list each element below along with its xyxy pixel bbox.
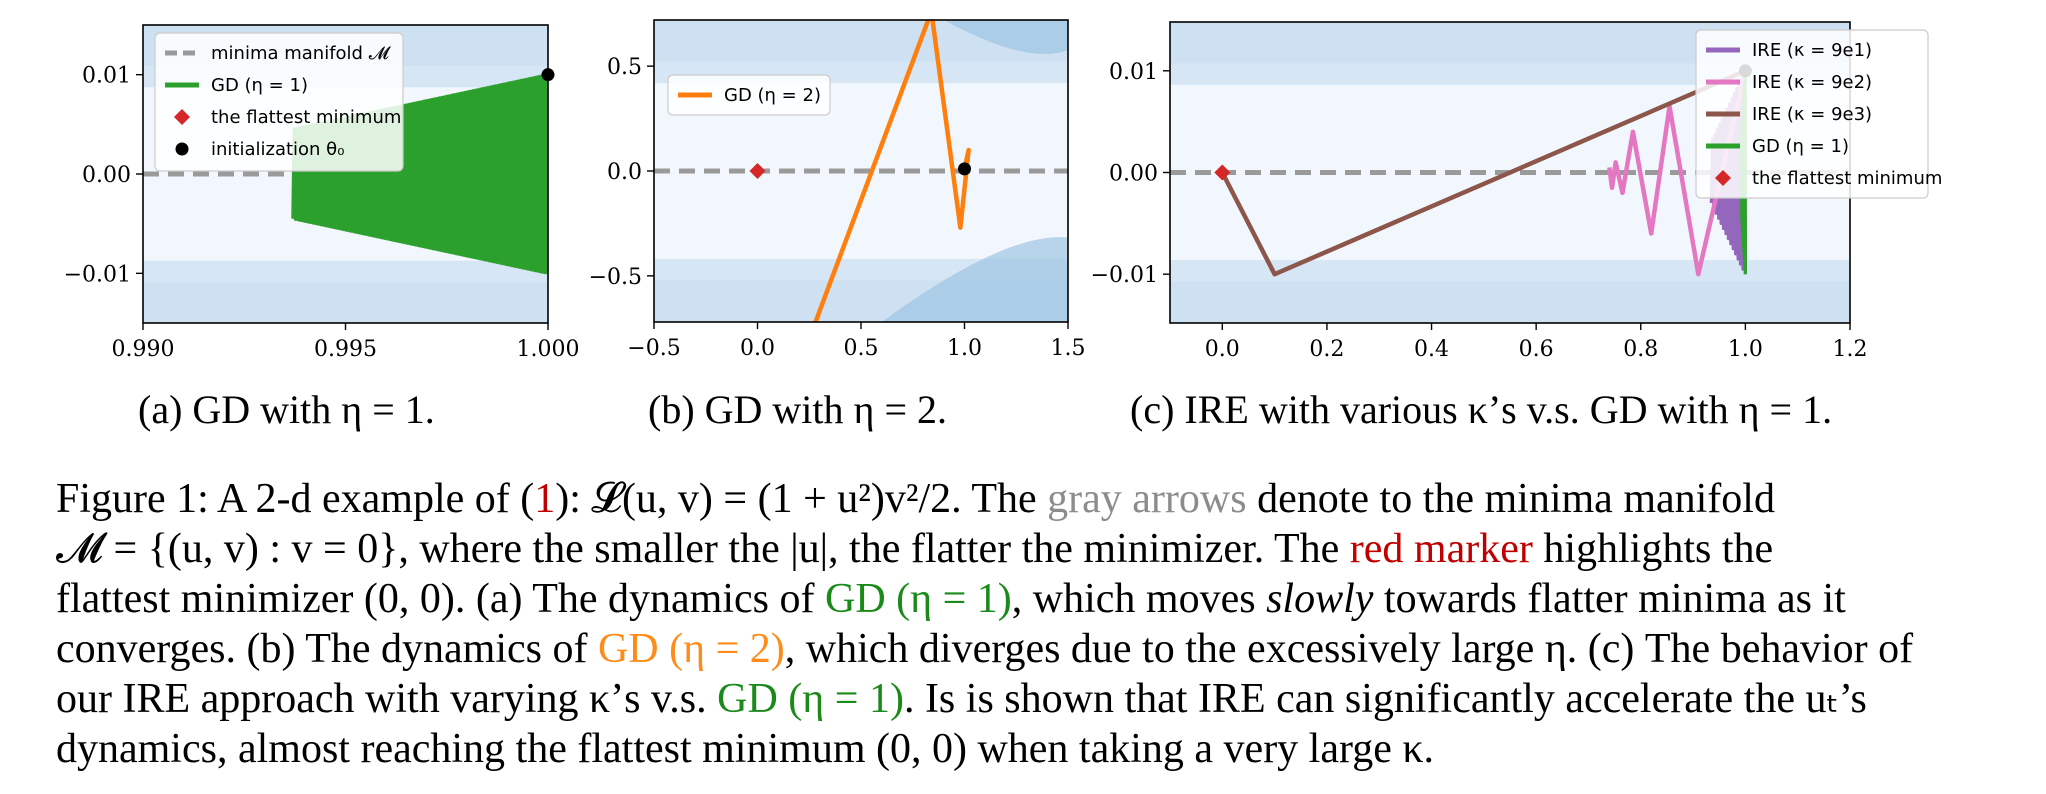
legend-label: GD (η = 1) [1752,136,1849,157]
equation-ref-link[interactable]: 1 [534,476,556,522]
series-line [1220,68,1747,277]
caption-text: ): 𝓛(u, v) = (1 + u²)v²/2. The [555,476,1048,522]
x-tick-label: 1.0 [947,336,982,361]
y-tick-label: −0.01 [1091,263,1158,288]
legend-label: IRE (κ = 9e1) [1752,40,1872,61]
caption-text: . Is is shown that IRE can significantly… [903,676,1867,722]
x-tick-label: 0.5 [844,336,879,361]
x-tick-label: 0.0 [740,336,775,361]
flattest-minimum-marker [1214,164,1231,181]
x-tick-label: 0.995 [314,337,377,362]
legend-b: GD (η = 2) [667,74,831,116]
caption-text: towards flatter minima as it [1373,576,1846,622]
x-tick-label: 0.6 [1519,337,1554,362]
gd-eta1-text: GD (η = 1) [717,676,904,722]
caption-line-3: flattest minimizer (0, 0). (a) The dynam… [56,574,2022,624]
legend-swatch [1715,170,1731,186]
figure: 0.990 0.995 1.000 0.01 0.00 −0.01 minima manif… [64,19,1942,432]
figure-caption: Figure 1: A 2-d example of (1): 𝓛(u, v) … [56,474,2022,774]
legend-box [667,74,831,116]
gd-eta1-text: GD (η = 1) [824,576,1012,622]
flattest-minimum-marker [749,163,766,179]
initialization-marker [958,162,971,176]
x-tick-label: 0.8 [1623,337,1658,362]
gd-eta2-text: GD (η = 2) [597,626,785,672]
caption-text: Figure 1: A 2-d example of ( [56,476,535,522]
gray-arrows-text: gray arrows [1047,476,1247,522]
x-tick-label: 0.4 [1414,337,1449,362]
y-tick-label: 0.0 [607,160,642,185]
caption-text: highlights the [1532,526,1774,572]
caption-line-4: converges. (b) The dynamics of GD (η = 2… [56,624,2022,674]
x-tick-label: 0.0 [1205,337,1240,362]
contour-band-bottom [143,260,548,323]
caption-line-6: dynamics, almost reaching the flattest m… [56,724,2022,774]
caption-text: 𝓜 = {(u, v) : v = 0}, where the smaller … [56,526,1350,572]
y-tick-label: 0.00 [82,163,131,188]
legend-label: IRE (κ = 9e3) [1752,104,1872,125]
subcaption-b: (b) GD with η = 2. [648,387,948,432]
caption-line-5: our IRE approach with varying κ’s v.s. G… [56,674,2022,724]
caption-text: flattest minimizer (0, 0). (a) The dynam… [56,576,825,622]
caption-text: dynamics, almost reaching the flattest m… [56,726,1435,772]
caption-line-1: Figure 1: A 2-d example of (1): 𝓛(u, v) … [56,474,2022,524]
caption-line-2: 𝓜 = {(u, v) : v = 0}, where the smaller … [56,524,2022,574]
y-tick-label: 0.01 [82,64,131,89]
x-tick-label: −0.5 [627,336,680,361]
y-tick-label: −0.01 [64,262,131,287]
legend-box [154,32,404,172]
plot-area-b [654,20,1068,322]
series-line [1607,70,1748,277]
contour-corner-bottom [881,237,1068,322]
y-tick-label: −0.5 [589,265,642,290]
plot-a: 0.990 0.995 1.000 0.01 0.00 −0.01 minima manif… [64,19,1942,362]
legend-label: the flattest minimum [211,107,401,128]
legend-swatch [175,142,189,156]
caption-text: , which moves [1011,576,1267,622]
legend-label: minima manifold 𝓜 [211,43,392,64]
legend-c: IRE (κ = 9e1) IRE (κ = 9e2) IRE (κ = 9e3) G… [1695,29,1942,199]
legend-label: GD (η = 1) [211,75,308,96]
slowly-text: slowly [1266,576,1374,622]
legend-label: GD (η = 2) [724,85,821,106]
x-tick-label: 0.2 [1309,337,1344,362]
legend-label: the flattest minimum [1752,168,1942,189]
red-marker-text: red marker [1349,526,1533,572]
legend-box [1695,29,1929,199]
caption-text: , which diverges due to the excessively … [784,626,1914,672]
subcaption-c: (c) IRE with various κ’s v.s. GD with η … [1130,387,1833,432]
y-tick-label: 0.01 [1109,60,1158,85]
caption-text: converges. (b) The dynamics of [56,626,598,672]
series-line [813,20,971,322]
legend-label: initialization θ₀ [211,139,344,160]
caption-text: our IRE approach with varying κ’s v.s. [56,676,718,722]
subcaption-a: (a) GD with η = 1. [138,387,435,432]
x-tick-label: 1.000 [517,337,580,362]
x-tick-label: 1.0 [1728,337,1763,362]
legend-swatch [174,109,190,125]
y-tick-label: 0.00 [1109,162,1158,187]
legend-label: IRE (κ = 9e2) [1752,72,1872,93]
caption-text: denote to the minima manifold [1246,476,1775,522]
legend-a: minima manifold 𝓜 GD (η = 1) the flattest … [154,32,404,172]
y-tick-label: 0.5 [607,55,642,80]
x-tick-label: 1.5 [1051,336,1086,361]
x-tick-label: 1.2 [1833,337,1868,362]
contour-corner-top [943,20,1068,54]
x-tick-label: 0.990 [112,337,175,362]
